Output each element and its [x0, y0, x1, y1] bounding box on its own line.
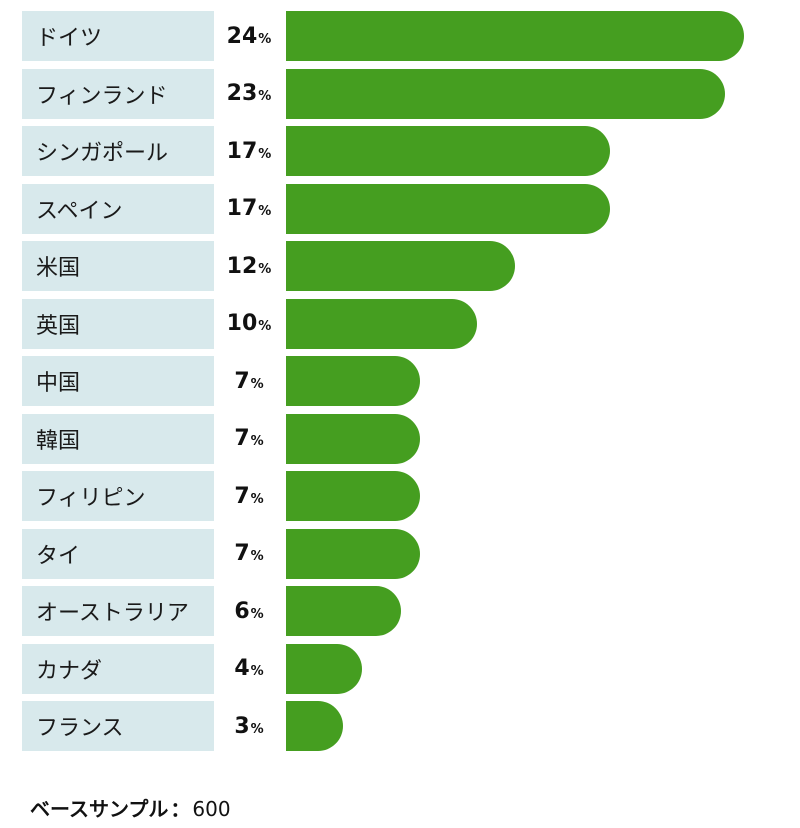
category-label: 米国: [36, 256, 81, 281]
category-label: タイ: [36, 543, 81, 569]
value-number: 10: [226, 311, 258, 336]
bar: [286, 183, 611, 234]
category-label-cell: ドイツ: [22, 11, 214, 61]
chart-row: フィリピン 7%: [0, 471, 800, 521]
chart-row: 韓国 7%: [0, 413, 800, 464]
value-label: 3%: [214, 701, 284, 751]
value-label: 23%: [214, 69, 284, 119]
bar: [286, 11, 744, 61]
value-label: 10%: [214, 299, 284, 349]
base-sample-separator: ：: [170, 797, 191, 821]
category-label-cell: シンガポール: [22, 126, 214, 176]
bar-chart: ドイツ 24% フィンランド 23% シンガポール 17% スペイン 17% 米国 12% 英国 10…: [0, 11, 800, 751]
value-number: 17: [226, 196, 258, 221]
category-label: 英国: [36, 313, 81, 339]
value-number: 7: [234, 483, 250, 509]
value-label: 17%: [214, 126, 284, 176]
category-label: フィンランド: [36, 83, 168, 109]
value-number: 6: [234, 598, 250, 624]
bar: [286, 298, 477, 349]
chart-row: オーストラリア 6%: [0, 586, 800, 636]
category-label-cell: フィンランド: [22, 68, 214, 119]
value-unit: %: [250, 434, 264, 449]
category-label-cell: スペイン: [22, 183, 214, 234]
bar: [286, 241, 515, 291]
value-unit: %: [258, 146, 272, 162]
value-number: 7: [234, 426, 250, 451]
category-label: フランス: [36, 716, 124, 741]
value-unit: %: [258, 261, 272, 277]
value-label: 12%: [214, 241, 284, 291]
value-unit: %: [250, 376, 264, 392]
category-label-cell: 韓国: [22, 413, 214, 464]
value-label: 17%: [214, 184, 284, 234]
chart-row: ドイツ 24%: [0, 11, 800, 61]
value-number: 23: [226, 81, 258, 106]
bar: [286, 643, 363, 694]
value-number: 24: [226, 23, 258, 49]
value-label: 4%: [214, 644, 284, 694]
value-unit: %: [250, 549, 264, 564]
category-label-cell: タイ: [22, 528, 214, 579]
value-number: 3: [234, 713, 250, 739]
value-number: 7: [234, 368, 250, 394]
value-unit: %: [258, 89, 272, 104]
value-number: 7: [234, 541, 250, 566]
chart-row: 米国 12%: [0, 241, 800, 291]
category-label-cell: フィリピン: [22, 471, 214, 521]
value-label: 7%: [214, 529, 284, 579]
value-unit: %: [258, 31, 272, 47]
category-label-cell: 中国: [22, 356, 214, 406]
category-label: 韓国: [36, 428, 81, 454]
value-unit: %: [258, 204, 272, 219]
value-unit: %: [250, 664, 264, 679]
value-unit: %: [250, 606, 264, 622]
bar: [286, 701, 344, 751]
bar: [286, 471, 420, 521]
bar: [286, 528, 420, 579]
category-label-cell: フランス: [22, 701, 214, 751]
value-label: 7%: [214, 356, 284, 406]
category-label: フィリピン: [36, 486, 146, 511]
bar: [286, 126, 611, 176]
chart-row: 英国 10%: [0, 298, 800, 349]
chart-row: フィンランド 23%: [0, 68, 800, 119]
bar: [286, 586, 401, 636]
bar: [286, 68, 725, 119]
value-label: 24%: [214, 11, 284, 61]
value-number: 17: [226, 138, 258, 164]
value-number: 12: [226, 253, 258, 279]
value-number: 4: [234, 656, 250, 681]
category-label: カナダ: [36, 658, 103, 684]
value-label: 6%: [214, 586, 284, 636]
bar: [286, 413, 420, 464]
category-label: 中国: [36, 371, 81, 396]
value-label: 7%: [214, 471, 284, 521]
category-label-cell: 英国: [22, 298, 214, 349]
category-label-cell: カナダ: [22, 643, 214, 694]
value-unit: %: [250, 491, 264, 507]
chart-row: スペイン 17%: [0, 183, 800, 234]
value-label: 7%: [214, 414, 284, 464]
value-unit: %: [258, 319, 272, 334]
chart-row: 中国 7%: [0, 356, 800, 406]
chart-row: タイ 7%: [0, 528, 800, 579]
value-unit: %: [250, 721, 264, 737]
category-label-cell: 米国: [22, 241, 214, 291]
category-label: オーストラリア: [36, 601, 189, 626]
chart-row: フランス 3%: [0, 701, 800, 751]
base-sample-note: ベースサンプル： 600: [30, 793, 231, 822]
category-label: スペイン: [36, 198, 123, 224]
category-label: シンガポール: [36, 141, 169, 166]
chart-row: カナダ 4%: [0, 643, 800, 694]
base-sample-label: ベースサンプル: [30, 797, 169, 821]
category-label-cell: オーストラリア: [22, 586, 214, 636]
bar: [286, 356, 420, 406]
category-label: ドイツ: [36, 26, 103, 51]
base-sample-value: 600: [192, 797, 231, 821]
chart-row: シンガポール 17%: [0, 126, 800, 176]
